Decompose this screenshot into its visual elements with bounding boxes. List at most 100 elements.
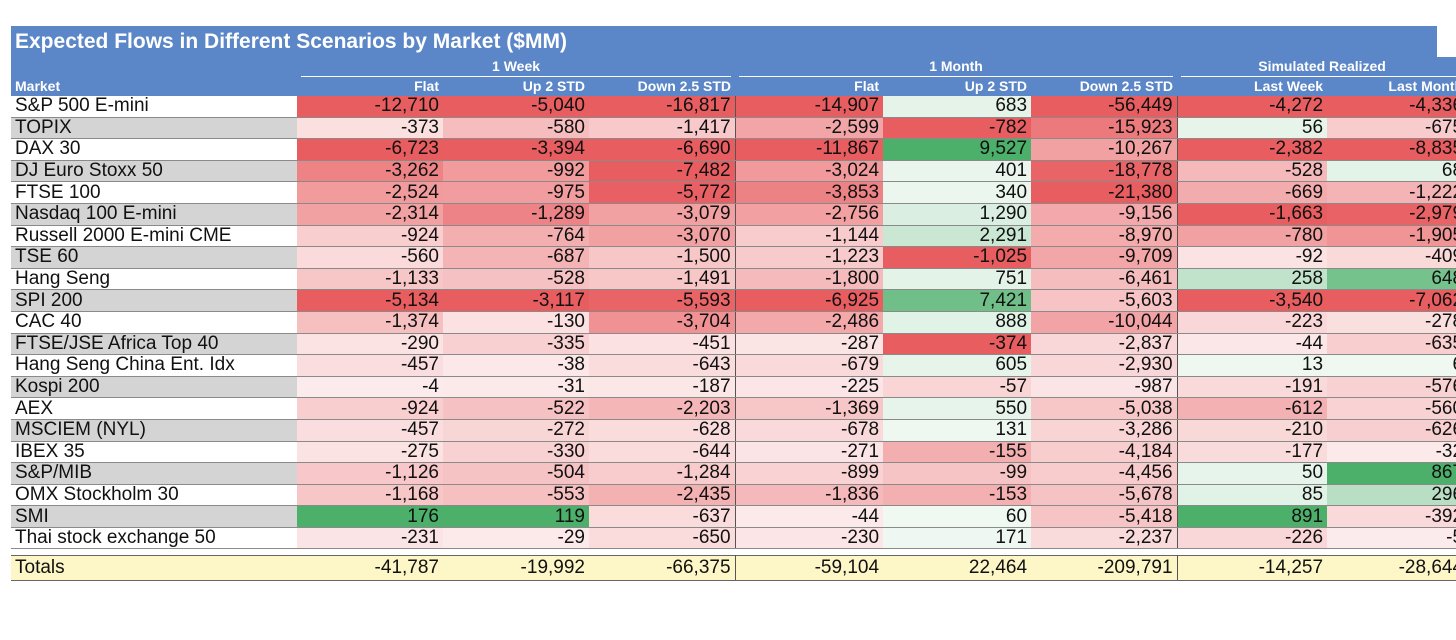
value-cell: -5,040 [443,96,589,118]
column-header-row: Market Flat Up 2 STD Down 2.5 STD Flat U… [11,77,1456,96]
value-cell: -2,314 [297,203,443,226]
value-cell: -99 [883,462,1032,485]
market-name: DAX 30 [11,138,297,161]
value-cell: -5,418 [1031,505,1178,528]
value-cell: -764 [443,225,589,248]
value-cell: -1,374 [297,311,443,334]
group-blank [11,57,297,77]
value-cell: -7,062 [1327,289,1456,312]
value-cell: -3,394 [443,138,589,161]
column-header-last-month: Last Month [1327,77,1456,96]
value-cell: 60 [883,505,1032,528]
value-cell: -3,117 [443,289,589,312]
table-row: CAC 40 -1,374 -130 -3,704 -2,486 888 -10,044 -2… [11,311,1456,334]
table-row: Hang Seng -1,133 -528 -1,491 -1,800 751 -6,461… [11,268,1456,291]
flows-table: 1 Week 1 Month Simulated Realized Market… [11,57,1456,582]
value-cell: -177 [1177,441,1328,464]
group-header-1-week: 1 Week [297,57,736,77]
value-cell: -1,491 [589,268,736,291]
value-cell: -2,930 [1031,354,1178,377]
value-cell: -576 [1327,376,1456,399]
value-cell: -10,044 [1031,311,1178,334]
value-cell: -231 [297,527,443,550]
column-group-row: 1 Week 1 Month Simulated Realized [11,57,1456,77]
value-cell: 2,291 [883,225,1032,248]
value-cell: -29 [443,527,589,550]
value-cell: -5,593 [589,289,736,312]
market-name: CAC 40 [11,311,297,334]
value-cell: -5,678 [1031,484,1178,507]
table-row: FTSE 100 -2,524 -975 -5,772 -3,853 340 -21,380… [11,181,1456,204]
value-cell: -8,970 [1031,225,1178,248]
value-cell: -3,079 [589,203,736,226]
market-name: OMX Stockholm 30 [11,484,297,507]
value-cell: -271 [735,441,884,464]
value-cell: -5,134 [297,289,443,312]
value-cell: -374 [883,333,1032,356]
value-cell: 13 [1177,354,1328,377]
value-cell: -3,070 [589,225,736,248]
value-cell: -687 [443,246,589,269]
market-name: SPI 200 [11,289,297,312]
value-cell: 751 [883,268,1032,291]
value-cell: -8,835 [1327,138,1456,161]
value-cell: -3,853 [735,181,884,204]
value-cell: -225 [735,376,884,399]
value-cell: -5 [1327,527,1456,550]
value-cell: 867 [1327,462,1456,485]
table-row: Nasdaq 100 E-mini -2,314 -1,289 -3,079 -2,75… [11,203,1456,226]
value-cell: -223 [1177,311,1328,334]
table-row: IBEX 35-275-330-644-271-155-4,184-177-32 [11,441,1456,464]
value-cell: -899 [735,462,884,485]
total-cell: -14,257 [1177,555,1328,582]
value-cell: -924 [297,225,443,248]
value-cell: -457 [297,354,443,377]
value-cell: 296 [1327,484,1456,507]
value-cell: -1,417 [589,117,736,140]
value-cell: -2,237 [1031,527,1178,550]
heatmap-table-frame: Expected Flows in Different Scenarios by… [11,26,1456,582]
value-cell: -2,837 [1031,333,1178,356]
table-row: Russell 2000 E-mini CME -924 -764 -3,070 -1,… [11,225,1456,248]
market-name: Kospi 200 [11,376,297,399]
value-cell: -3,540 [1177,289,1328,312]
value-cell: -373 [297,117,443,140]
value-cell: 1,290 [883,203,1032,226]
value-cell: -2,524 [297,181,443,204]
group-header-1-month: 1 Month [735,57,1178,77]
table-row: S&P/MIB -1,126 -504 -1,284 -899 -99 -4,456 50 86… [11,462,1456,485]
value-cell: -287 [735,333,884,356]
value-cell: -678 [735,419,884,442]
value-cell: 648 [1327,268,1456,291]
value-cell: -1,223 [735,246,884,269]
market-name: Nasdaq 100 E-mini [11,203,297,226]
market-name: FTSE/JSE Africa Top 40 [11,333,297,356]
value-cell: -290 [297,333,443,356]
value-cell: -1,168 [297,484,443,507]
table-row: SPI 200 -5,134 -3,117 -5,593 -6,925 7,421 -5,6… [11,289,1456,312]
value-cell: 888 [883,311,1032,334]
value-cell: -650 [589,527,736,550]
market-name: MSCIEM (NYL) [11,419,297,442]
table-row: TOPIX -373 -580 -1,417 -2,599 -782 -15,923 56 -6… [11,117,1456,140]
column-header-1w-down: Down 2.5 STD [589,77,736,96]
value-cell: -1,289 [443,203,589,226]
value-cell: -6,925 [735,289,884,312]
value-cell: -1,144 [735,225,884,248]
value-cell: -1,905 [1327,225,1456,248]
group-header-simulated-realized: Simulated Realized [1177,57,1456,77]
table-row: Thai stock exchange 50 -231 -29 -650 -230 171… [11,527,1456,550]
value-cell: -5,772 [589,181,736,204]
table-row: S&P 500 E-mini -12,710 -5,040 -16,817 -14,90… [11,96,1456,118]
market-name: AEX [11,397,297,420]
value-cell: -457 [297,419,443,442]
value-cell: -924 [297,397,443,420]
value-cell: -44 [1177,333,1328,356]
value-cell: -6,723 [297,138,443,161]
value-cell: -32 [1327,441,1456,464]
market-name: S&P 500 E-mini [11,96,297,118]
value-cell: -4,184 [1031,441,1178,464]
value-cell: -18,778 [1031,160,1178,183]
